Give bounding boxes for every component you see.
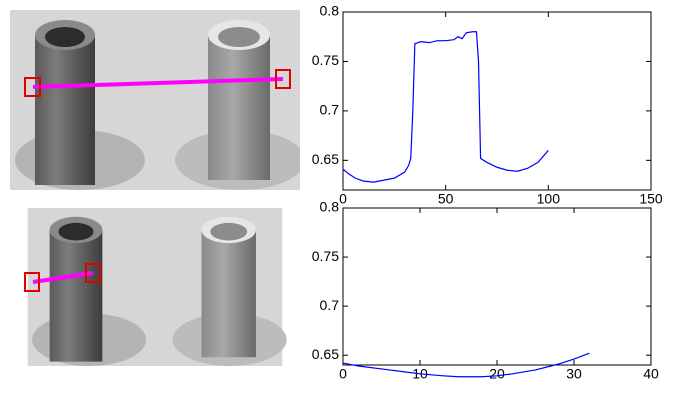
profile-line	[32, 271, 94, 284]
x-tick-label: 150	[639, 191, 663, 207]
x-tick-label: 0	[339, 191, 347, 207]
plot-area	[342, 207, 652, 366]
x-tick-label: 100	[537, 191, 561, 207]
marker-box	[275, 69, 291, 89]
y-tick-label: 0.65	[312, 151, 339, 167]
x-tick-label: 50	[438, 191, 454, 207]
marker-box	[24, 272, 40, 292]
y-tick-label: 0.75	[312, 248, 339, 264]
marker-box	[85, 263, 101, 283]
marker-box	[24, 77, 41, 97]
plot-area	[342, 11, 652, 191]
sem-image	[27, 208, 287, 366]
y-tick-label: 0.8	[320, 3, 340, 19]
y-tick-label: 0.65	[312, 346, 339, 362]
x-tick-label: 20	[489, 366, 505, 382]
y-tick-label: 0.7	[320, 297, 340, 313]
x-tick-label: 30	[566, 366, 582, 382]
y-tick-label: 0.75	[312, 52, 339, 68]
profile-line	[32, 77, 284, 89]
y-tick-label: 0.8	[320, 199, 340, 215]
data-line	[342, 352, 590, 378]
data-line	[342, 31, 549, 183]
x-tick-label: 0	[339, 366, 347, 382]
y-tick-label: 0.7	[320, 102, 340, 118]
x-tick-label: 40	[643, 366, 659, 382]
sem-image	[10, 10, 300, 190]
